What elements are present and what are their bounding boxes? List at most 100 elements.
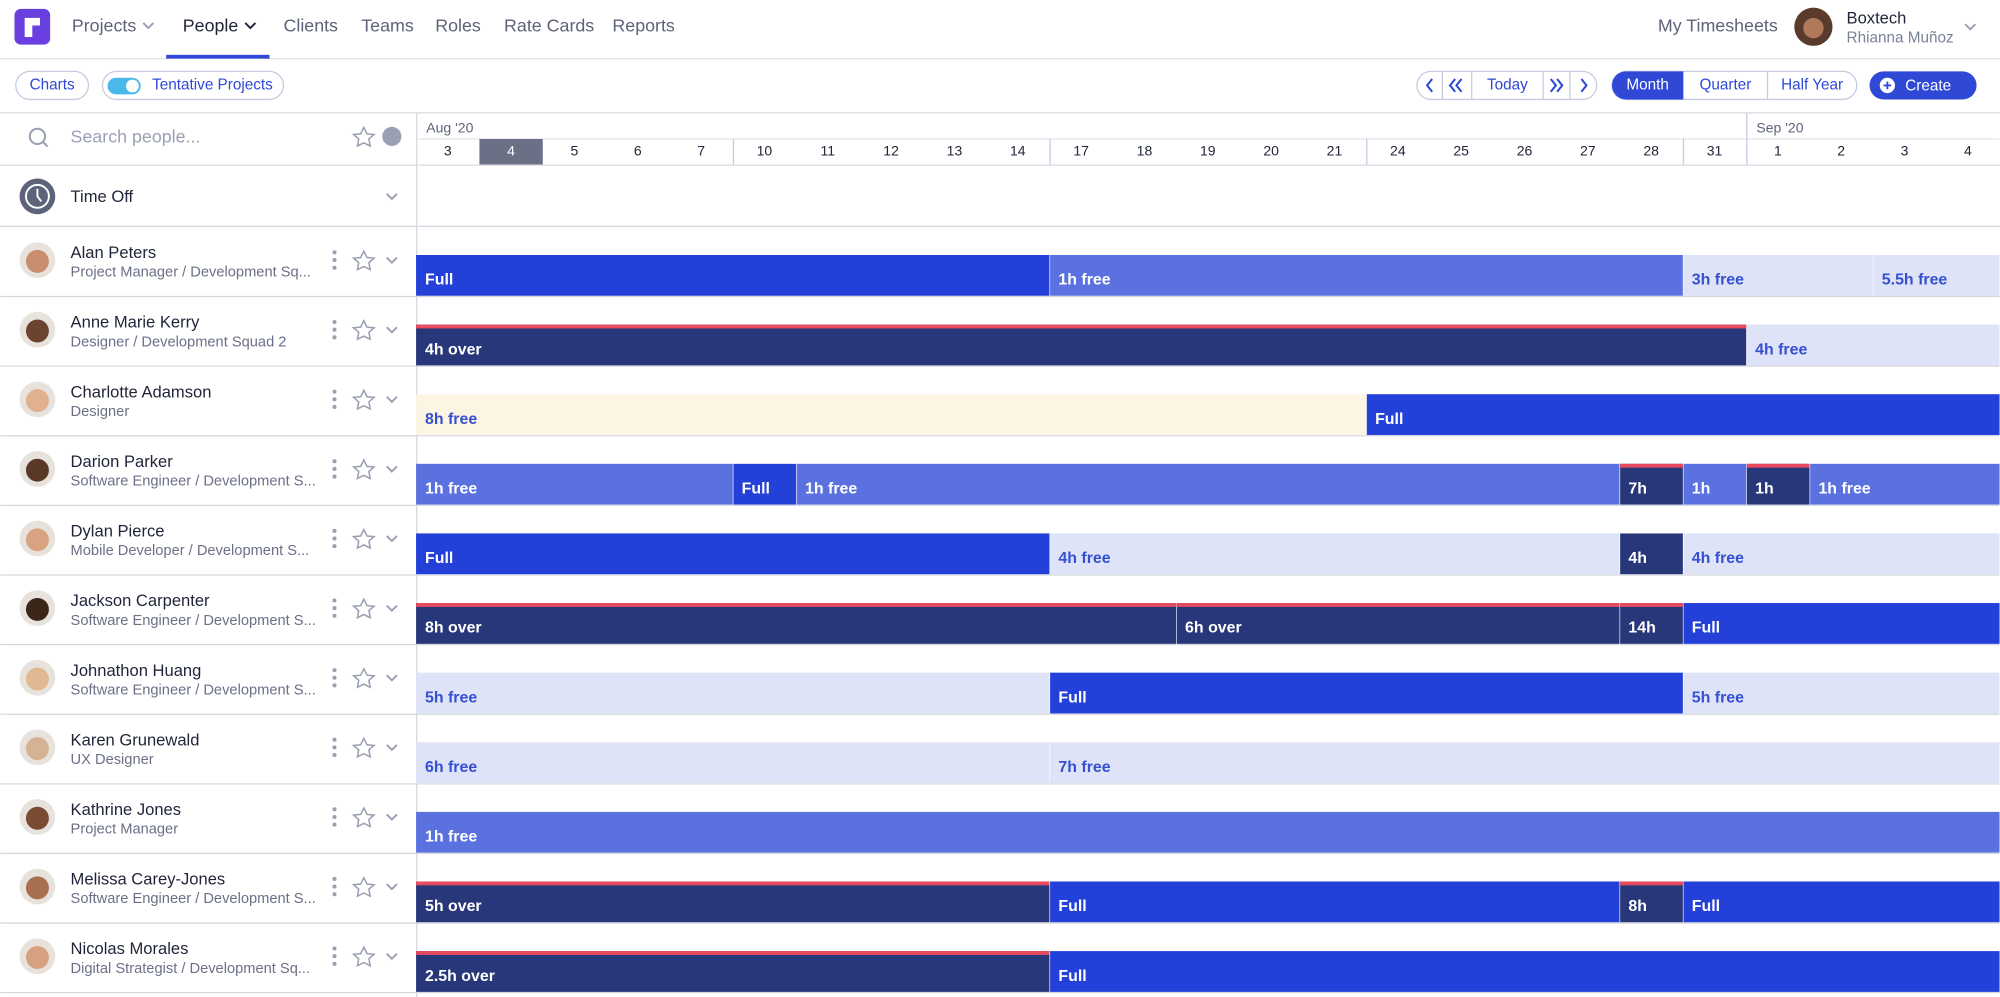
allocation-bar[interactable] bbox=[1683, 463, 1747, 505]
nav-link[interactable]: Roles bbox=[435, 15, 481, 35]
prev-button[interactable] bbox=[1425, 78, 1433, 93]
jump-forward-button[interactable] bbox=[1549, 78, 1558, 93]
favorite-star[interactable] bbox=[351, 388, 376, 411]
allocation-bar[interactable] bbox=[1746, 463, 1810, 505]
allocation-bar[interactable] bbox=[1683, 603, 2000, 644]
more-menu[interactable] bbox=[332, 954, 337, 959]
charts-button[interactable] bbox=[15, 70, 90, 101]
nav-link[interactable]: Projects bbox=[72, 15, 136, 35]
more-menu[interactable] bbox=[332, 752, 337, 758]
more-menu[interactable] bbox=[332, 327, 337, 332]
logo[interactable] bbox=[14, 8, 51, 45]
more-menu[interactable] bbox=[332, 745, 337, 750]
favorite-star[interactable] bbox=[351, 249, 376, 272]
person-name[interactable]: Charlotte Adamson bbox=[71, 382, 212, 401]
favorite-star[interactable] bbox=[351, 806, 376, 828]
allocation-bar[interactable] bbox=[1683, 533, 2000, 575]
favorite-star[interactable] bbox=[351, 667, 376, 689]
nav-link[interactable]: Reports bbox=[612, 15, 675, 35]
favorite-star[interactable] bbox=[351, 597, 376, 620]
person-name[interactable]: Melissa Carey-Jones bbox=[71, 870, 226, 889]
more-menu[interactable] bbox=[332, 459, 337, 464]
more-menu[interactable] bbox=[332, 884, 337, 889]
more-menu[interactable] bbox=[332, 892, 337, 897]
more-menu[interactable] bbox=[332, 961, 337, 966]
more-menu[interactable] bbox=[332, 466, 337, 471]
more-menu[interactable] bbox=[332, 807, 337, 812]
allocation-bar[interactable] bbox=[1620, 881, 1683, 923]
jump-forward-button[interactable] bbox=[1556, 78, 1564, 93]
allocation-bar[interactable] bbox=[1050, 533, 1620, 575]
more-menu[interactable] bbox=[332, 876, 337, 881]
nav-link[interactable]: Clients bbox=[283, 15, 338, 35]
more-menu[interactable] bbox=[332, 814, 337, 820]
range-button[interactable]: Quarter bbox=[1700, 76, 1752, 93]
more-menu[interactable] bbox=[332, 737, 337, 742]
person-name[interactable]: Darion Parker bbox=[71, 452, 174, 471]
allocation-bar[interactable] bbox=[733, 463, 797, 505]
jump-back-button[interactable] bbox=[1455, 78, 1463, 93]
allocation-bar[interactable] bbox=[416, 672, 1050, 714]
allocation-bar[interactable] bbox=[1050, 672, 1683, 714]
range-button[interactable]: Half Year bbox=[1781, 76, 1843, 93]
more-menu[interactable] bbox=[332, 668, 337, 673]
favorite-star[interactable] bbox=[351, 945, 376, 968]
favorite-star[interactable] bbox=[351, 875, 376, 898]
more-menu[interactable] bbox=[332, 683, 337, 688]
allocation-bar[interactable] bbox=[416, 603, 1177, 644]
more-menu[interactable] bbox=[332, 598, 337, 603]
timesheets-link[interactable]: My Timesheets bbox=[1658, 15, 1778, 35]
allocation-bar[interactable] bbox=[416, 533, 1050, 575]
next-button[interactable] bbox=[1580, 78, 1588, 93]
allocation-bar[interactable] bbox=[1620, 463, 1683, 505]
more-menu[interactable] bbox=[332, 335, 337, 340]
favorites-filter[interactable] bbox=[351, 125, 376, 148]
allocation-bar[interactable] bbox=[416, 881, 1050, 923]
create-button[interactable] bbox=[1869, 71, 1977, 100]
more-menu[interactable] bbox=[332, 258, 337, 263]
person-name[interactable]: Dylan Pierce bbox=[71, 522, 165, 541]
allocation-bar[interactable] bbox=[1176, 603, 1620, 644]
favorite-star[interactable] bbox=[351, 319, 376, 341]
more-menu[interactable] bbox=[332, 822, 337, 827]
allocation-bar[interactable] bbox=[1746, 324, 2000, 366]
person-name[interactable]: Anne Marie Kerry bbox=[71, 313, 201, 332]
allocation-bar[interactable] bbox=[1873, 254, 2000, 296]
allocation-bar[interactable] bbox=[1050, 951, 2000, 992]
allocation-bar[interactable] bbox=[416, 951, 1050, 992]
more-menu[interactable] bbox=[332, 675, 337, 680]
person-name[interactable]: Kathrine Jones bbox=[71, 800, 182, 819]
allocation-bar[interactable] bbox=[1620, 603, 1683, 644]
favorite-star[interactable] bbox=[351, 736, 376, 759]
more-menu[interactable] bbox=[332, 397, 337, 402]
allocation-bar[interactable] bbox=[416, 463, 733, 505]
more-menu[interactable] bbox=[332, 613, 337, 618]
more-menu[interactable] bbox=[332, 250, 337, 255]
tentative-toggle-button[interactable] bbox=[101, 70, 285, 101]
allocation-bar[interactable] bbox=[1050, 254, 1683, 296]
person-name[interactable]: Alan Peters bbox=[71, 243, 157, 262]
range-button[interactable]: Month bbox=[1626, 76, 1668, 93]
allocation-bar[interactable] bbox=[1810, 463, 2000, 505]
search-input[interactable]: Search people... bbox=[71, 126, 201, 146]
more-menu[interactable] bbox=[332, 404, 337, 409]
jump-back-button[interactable] bbox=[1448, 78, 1456, 93]
more-menu[interactable] bbox=[332, 265, 337, 270]
allocation-bar[interactable] bbox=[416, 254, 1050, 296]
allocation-bar[interactable] bbox=[1366, 394, 2000, 436]
allocation-bar[interactable] bbox=[416, 394, 1367, 436]
help-icon[interactable] bbox=[382, 126, 402, 146]
today-button[interactable]: Today bbox=[1487, 76, 1528, 93]
more-menu[interactable] bbox=[332, 536, 337, 541]
allocation-bar[interactable] bbox=[416, 811, 2000, 853]
favorite-star[interactable] bbox=[351, 527, 376, 550]
more-menu[interactable] bbox=[332, 606, 337, 611]
allocation-bar[interactable] bbox=[416, 742, 1050, 784]
favorite-star[interactable] bbox=[351, 458, 376, 480]
person-name[interactable]: Karen Grunewald bbox=[71, 730, 200, 749]
more-menu[interactable] bbox=[332, 528, 337, 533]
allocation-bar[interactable] bbox=[416, 324, 1747, 366]
allocation-bar[interactable] bbox=[796, 463, 1620, 505]
more-menu[interactable] bbox=[332, 474, 337, 479]
allocation-bar[interactable] bbox=[1683, 672, 2000, 714]
